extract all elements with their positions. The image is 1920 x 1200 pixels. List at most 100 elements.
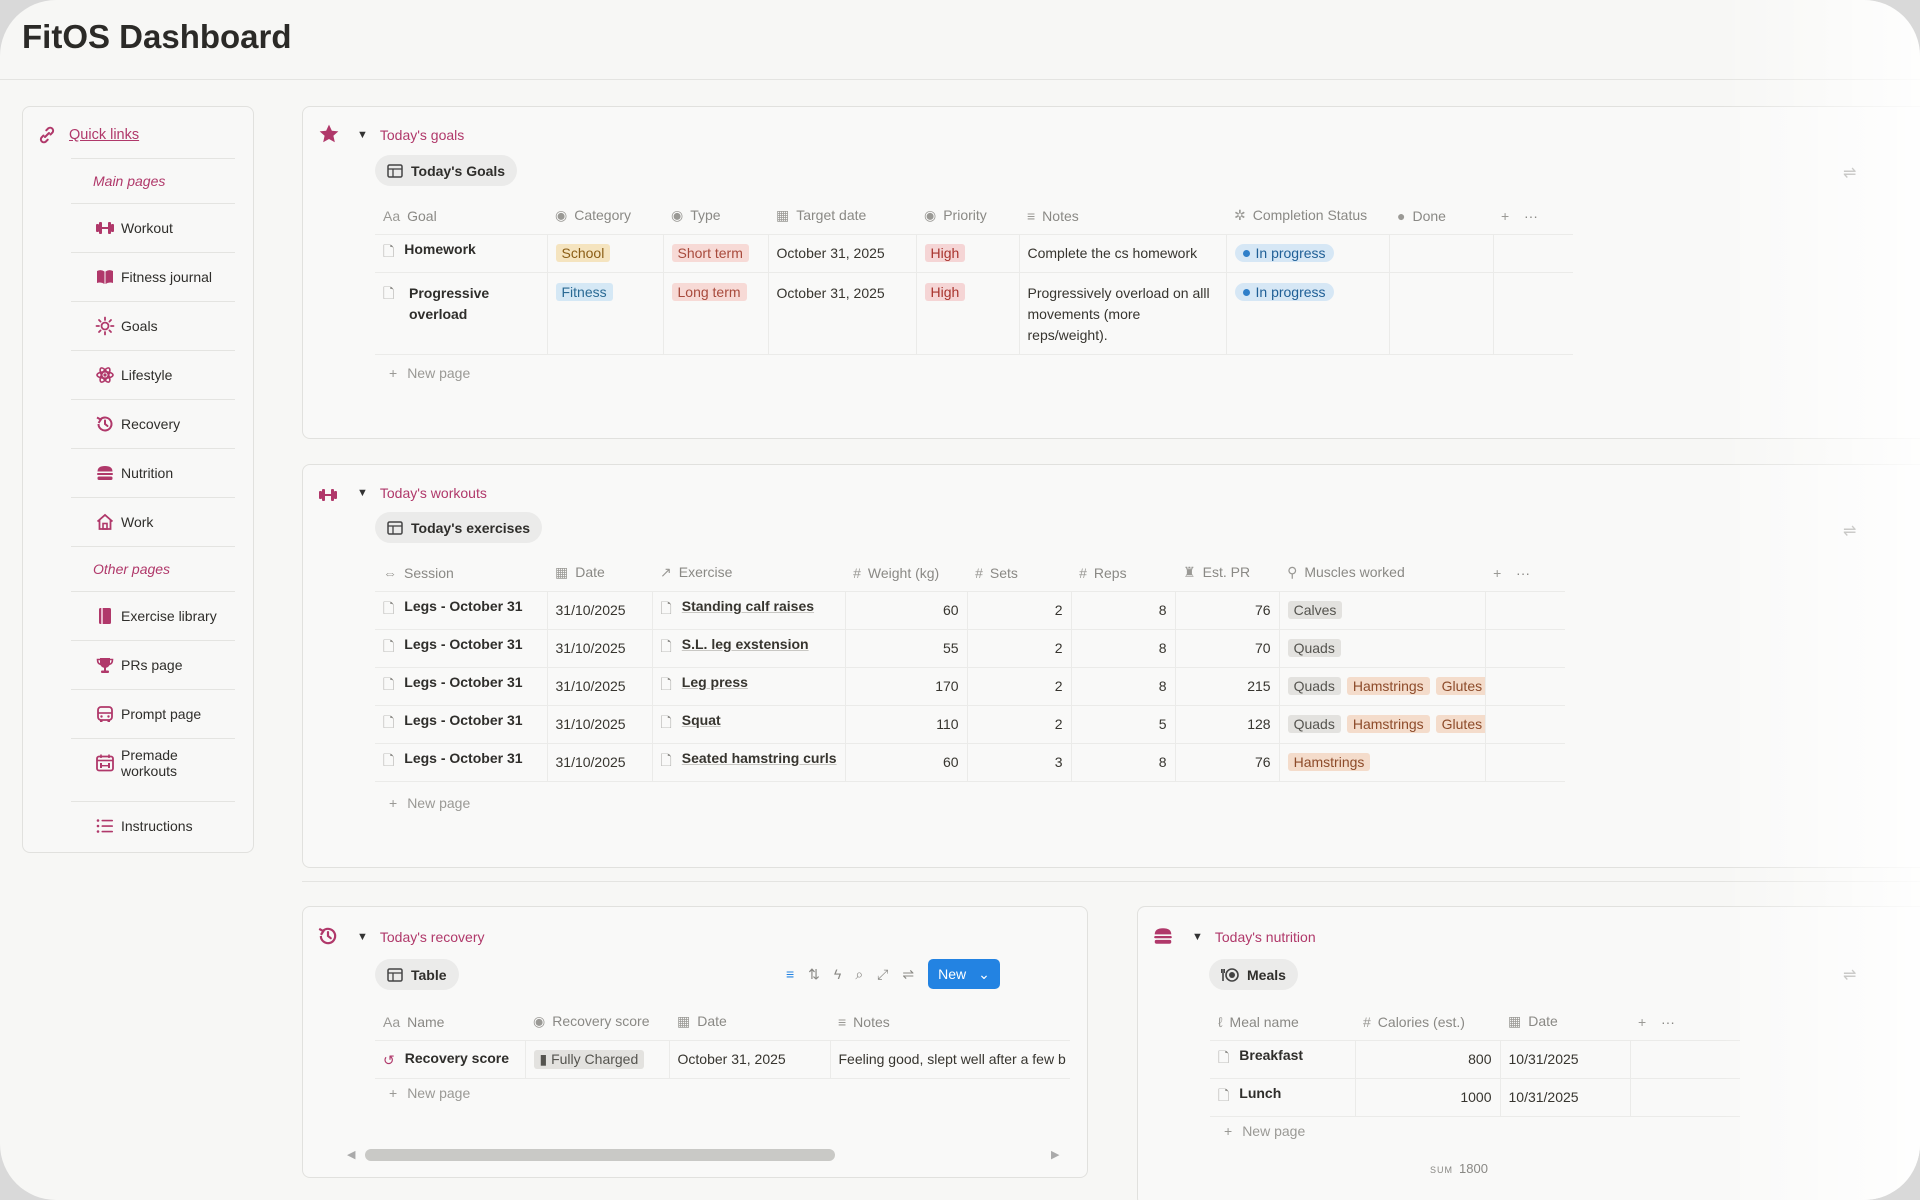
workouts-toggle[interactable]: ▼ Today's workouts [357,485,487,501]
column-header-muscles-worked[interactable]: ⚲ Muscles worked [1287,564,1405,581]
column-header-priority[interactable]: ◉ Priority [924,207,987,224]
done-checkbox[interactable] [1389,271,1494,355]
view-settings-icon[interactable]: ⇌ [1843,967,1857,984]
new-page-button[interactable]: + New page [389,1085,471,1101]
column-header-recovery-score[interactable]: ◉ Recovery score [533,1013,650,1030]
sidebar-item-workout[interactable]: Workout [71,203,235,252]
settings-icon[interactable]: ⇌ [902,965,915,982]
table-row[interactable]: 🗋 Homework School Short term October 31, … [375,233,1573,272]
goals-view-tab[interactable]: Today's Goals [375,155,518,186]
column-header-type[interactable]: ◉ Type [671,207,721,224]
chevron-down-icon[interactable]: ⌄ [978,965,990,982]
goal-name[interactable]: Progressive overload [409,284,490,322]
goal-name[interactable]: Homework [404,241,476,257]
recovery-toggle[interactable]: ▼ Today's recovery [357,929,485,945]
toggle-triangle-icon[interactable]: ▼ [357,931,368,943]
meal-name[interactable]: Lunch [1239,1085,1282,1101]
column-header-weight[interactable]: # Weight (kg) [853,564,940,581]
quick-links-header[interactable]: Quick links [37,125,139,145]
exercise-link[interactable]: Leg press [681,674,748,690]
toggle-triangle-icon[interactable]: ▼ [357,487,368,499]
table-row[interactable]: 🗋 Legs - October 31 31/10/2025 🗋 Leg press… [375,666,1566,705]
column-header-session[interactable]: ⇔ Session [383,564,454,581]
toggle-triangle-icon[interactable]: ▼ [1192,931,1203,943]
session-name[interactable]: Legs - October 31 [404,636,523,652]
expand-icon[interactable]: ⤢ [877,965,889,982]
session-name[interactable]: Legs - October 31 [404,750,523,766]
session-name[interactable]: Legs - October 31 [404,712,523,728]
table-row[interactable]: 🗋 Legs - October 31 31/10/2025 🗋 Standing … [375,590,1566,629]
view-settings-icon[interactable]: ⇌ [1843,165,1857,182]
add-column-button[interactable]: + ··· [1501,207,1538,224]
done-checkbox[interactable] [1389,233,1494,272]
column-header-sets[interactable]: # Sets [975,564,1018,581]
sidebar-item-lifestyle[interactable]: Lifestyle [71,350,235,399]
sidebar-item-nutrition[interactable]: Nutrition [71,448,235,497]
nutrition-view-tab[interactable]: Meals [1209,959,1298,990]
column-header-done[interactable]: ● Done [1397,207,1446,224]
goals-toggle[interactable]: ▼ Today's goals [357,127,464,143]
session-name[interactable]: Legs - October 31 [404,674,523,690]
sort-icon[interactable]: ⇅ [808,965,820,982]
column-header-completion-status[interactable]: ✲ Completion Status [1234,207,1368,224]
new-page-button[interactable]: + New page [389,795,471,811]
bookmark-book-icon [99,608,111,624]
new-page-button[interactable]: + New page [1224,1123,1306,1139]
column-header-meal-name[interactable]: ℓ Meal name [1218,1013,1299,1030]
filter-icon[interactable]: ≡ [786,966,795,982]
sidebar-item-work[interactable]: Work [71,497,235,546]
quick-links-label[interactable]: Quick links [69,127,140,143]
column-header-notes[interactable]: ≡ Notes [838,1013,890,1030]
recovery-view-tab[interactable]: Table [375,959,459,990]
exercise-link[interactable]: Standing calf raises [681,598,815,614]
column-header-date[interactable]: ▦ Date [677,1013,727,1030]
table-row[interactable]: 🗋 Legs - October 31 31/10/2025 🗋 Squat 110… [375,704,1566,743]
sidebar-item-prompt-page[interactable]: Prompt page [71,689,235,738]
table-row[interactable]: 🗋 Lunch 1000 10/31/2025 [1210,1077,1740,1117]
sidebar-item-premade-workouts[interactable]: Premade workouts [71,738,235,787]
column-header-calories[interactable]: # Calories (est.) [1363,1013,1465,1030]
session-name[interactable]: Legs - October 31 [404,598,523,614]
scroll-right-icon[interactable]: ▶ [1051,1149,1060,1161]
table-row[interactable]: 🗋 Progressive overload Fitness Long term O… [375,271,1573,355]
exercise-link[interactable]: Seated hamstring curls [681,750,837,766]
sidebar-item-prs-page[interactable]: PRs page [71,640,235,689]
sidebar-item-goals[interactable]: Goals [71,301,235,350]
scrollbar-thumb[interactable] [365,1149,836,1161]
exercise-link[interactable]: S.L. leg exstension [681,636,809,652]
sidebar-item-recovery[interactable]: Recovery [71,399,235,448]
toggle-triangle-icon[interactable]: ▼ [357,129,368,141]
table-row[interactable]: ↺ Recovery score ▮ Fully Charged October … [375,1039,1070,1079]
column-header-category[interactable]: ◉ Category [555,207,632,224]
column-header-exercise[interactable]: ↗ Exercise [660,564,733,581]
new-button[interactable]: New ⌄ [928,959,1000,989]
date-cell: 31/10/2025 [547,742,653,782]
column-header-target-date[interactable]: ▦ Target date [776,207,867,224]
sidebar-item-exercise-library[interactable]: Exercise library [71,591,235,640]
column-header-reps[interactable]: # Reps [1079,564,1127,581]
meal-name[interactable]: Breakfast [1239,1047,1304,1063]
horizontal-scrollbar[interactable] [365,1149,1037,1161]
view-settings-icon[interactable]: ⇌ [1843,523,1857,540]
nutrition-toggle[interactable]: ▼ Today's nutrition [1192,929,1316,945]
column-header-goal[interactable]: Aa Goal [383,207,437,224]
row-name[interactable]: Recovery score [404,1049,510,1066]
add-column-button[interactable]: + ··· [1493,564,1531,581]
sidebar-item-instructions[interactable]: Instructions [71,801,235,849]
column-header-date[interactable]: ▦ Date [555,564,605,581]
table-row[interactable]: 🗋 Legs - October 31 31/10/2025 🗋 Seated ha… [375,742,1566,782]
scroll-left-icon[interactable]: ◀ [347,1149,356,1161]
column-header-name[interactable]: Aa Name [383,1013,445,1030]
table-row[interactable]: 🗋 Legs - October 31 31/10/2025 🗋 S.L. leg … [375,628,1566,667]
add-column-button[interactable]: + ··· [1638,1013,1675,1030]
table-row[interactable]: 🗋 Breakfast 800 10/31/2025 [1210,1039,1740,1078]
workouts-view-tab[interactable]: Today's exercises [375,512,543,543]
search-icon[interactable]: ⌕ [855,965,864,982]
column-header-notes[interactable]: ≡ Notes [1027,207,1079,224]
sidebar-item-fitness-journal[interactable]: Fitness journal [71,252,235,301]
new-page-button[interactable]: + New page [389,365,471,381]
exercise-link[interactable]: Squat [681,712,721,728]
column-header-date[interactable]: ▦ Date [1508,1013,1558,1030]
automation-icon[interactable]: ϟ [833,966,842,982]
column-header-est-pr[interactable]: ♜ Est. PR [1183,564,1251,581]
